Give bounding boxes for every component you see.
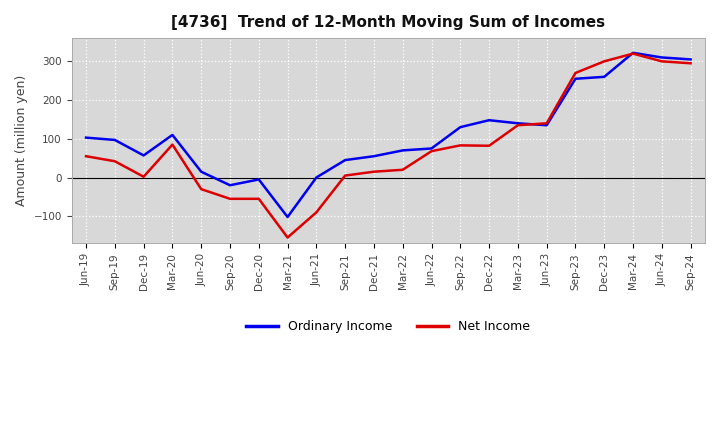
Ordinary Income xyxy=(197,169,205,174)
Net Income xyxy=(657,59,666,64)
Net Income xyxy=(629,51,637,56)
Ordinary Income xyxy=(657,55,666,60)
Line: Net Income: Net Income xyxy=(86,54,690,238)
Net Income xyxy=(427,149,436,154)
Net Income xyxy=(225,196,234,202)
Ordinary Income xyxy=(427,146,436,151)
Ordinary Income xyxy=(312,175,320,180)
Net Income xyxy=(456,143,464,148)
Legend: Ordinary Income, Net Income: Ordinary Income, Net Income xyxy=(241,315,535,338)
Ordinary Income xyxy=(629,50,637,55)
Net Income xyxy=(341,173,349,178)
Ordinary Income xyxy=(254,177,263,182)
Net Income xyxy=(312,210,320,215)
Ordinary Income xyxy=(139,153,148,158)
Ordinary Income xyxy=(341,158,349,163)
Ordinary Income xyxy=(542,123,551,128)
Ordinary Income xyxy=(225,183,234,188)
Net Income xyxy=(398,167,407,172)
Net Income xyxy=(110,158,119,164)
Title: [4736]  Trend of 12-Month Moving Sum of Incomes: [4736] Trend of 12-Month Moving Sum of I… xyxy=(171,15,606,30)
Net Income xyxy=(254,196,263,202)
Ordinary Income xyxy=(369,154,378,159)
Net Income xyxy=(600,59,608,64)
Ordinary Income xyxy=(398,148,407,153)
Net Income xyxy=(513,123,522,128)
Net Income xyxy=(197,187,205,192)
Ordinary Income xyxy=(168,132,176,138)
Ordinary Income xyxy=(110,137,119,143)
Line: Ordinary Income: Ordinary Income xyxy=(86,53,690,217)
Net Income xyxy=(571,70,580,76)
Net Income xyxy=(485,143,493,148)
Ordinary Income xyxy=(600,74,608,80)
Net Income xyxy=(283,235,292,240)
Net Income xyxy=(168,142,176,147)
Ordinary Income xyxy=(686,57,695,62)
Ordinary Income xyxy=(485,117,493,123)
Net Income xyxy=(369,169,378,174)
Ordinary Income xyxy=(571,76,580,81)
Ordinary Income xyxy=(513,121,522,126)
Net Income xyxy=(542,121,551,126)
Ordinary Income xyxy=(456,125,464,130)
Y-axis label: Amount (million yen): Amount (million yen) xyxy=(15,75,28,206)
Net Income xyxy=(139,174,148,180)
Ordinary Income xyxy=(82,135,91,140)
Net Income xyxy=(82,154,91,159)
Ordinary Income xyxy=(283,214,292,220)
Net Income xyxy=(686,61,695,66)
